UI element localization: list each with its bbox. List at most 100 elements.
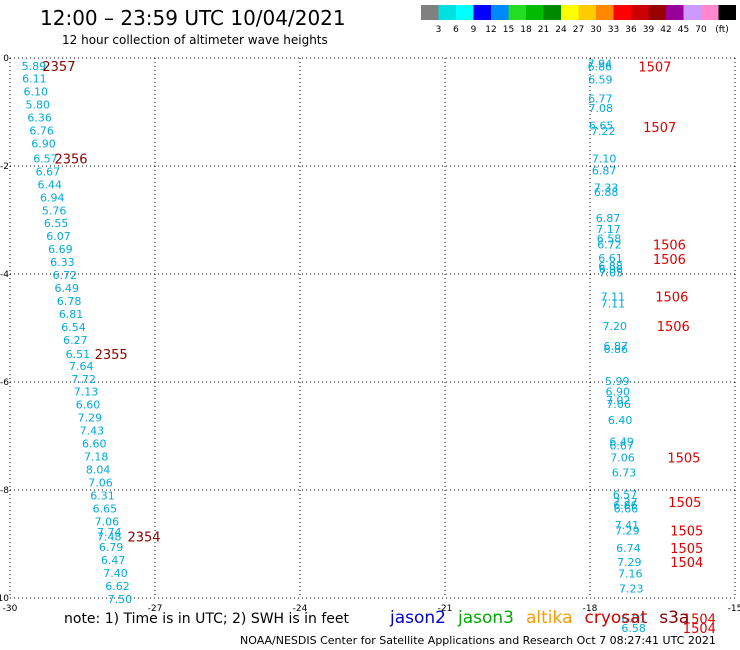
legend-item-altika: altika	[526, 608, 573, 628]
time-label: 1504	[683, 622, 716, 637]
x-tick-label: -18	[583, 604, 598, 614]
wave-height-label: 6.76	[29, 124, 54, 137]
y-tick-label: -10	[0, 594, 9, 604]
wave-height-label: 6.57	[613, 488, 638, 501]
legend-item-jason2: jason2	[390, 608, 446, 628]
scale-swatch	[578, 5, 596, 20]
wave-height-label: 6.65	[589, 120, 614, 133]
wave-height-label: 6.49	[609, 435, 634, 448]
wave-height-label: 5.89	[22, 60, 46, 73]
wave-height-label: 6.57	[33, 152, 58, 165]
wave-height-label: 6.87	[592, 164, 617, 177]
wave-height-label: 6.61	[598, 252, 623, 265]
wave-height-label: 7.02	[606, 394, 631, 407]
time-label: 2354	[127, 530, 160, 545]
wave-height-label: 7.94	[588, 57, 613, 70]
wave-height-label: 7.13	[74, 386, 99, 399]
x-tick-label: -27	[148, 604, 163, 614]
wave-height-label: 5.76	[42, 204, 67, 217]
time-label: 1506	[655, 291, 688, 306]
scale-swatch	[666, 5, 684, 20]
wave-height-label: 6.33	[50, 256, 75, 269]
scale-label: 45	[678, 25, 689, 35]
scale-swatch	[508, 5, 526, 20]
wave-height-label: 6.86	[604, 343, 629, 356]
wave-height-label: 6.58	[597, 232, 622, 245]
time-label: 1505	[668, 496, 701, 511]
wave-height-label: 6.40	[608, 414, 633, 427]
wave-height-label: 6.81	[621, 613, 646, 626]
time-label: 1507	[643, 121, 676, 136]
wave-height-label: 6.11	[22, 73, 47, 86]
x-tick-label: -24	[293, 604, 308, 614]
wave-height-label: 6.54	[61, 321, 86, 334]
legend-item-cryosat: cryosat	[584, 608, 648, 628]
scale-swatch	[526, 5, 544, 20]
y-tick-label: -2	[0, 162, 9, 172]
scale-label: 3	[436, 25, 442, 35]
scale-swatch	[491, 5, 509, 20]
time-label: 1507	[638, 61, 671, 76]
time-label: 1506	[653, 238, 686, 253]
chart-title: 12:00 – 23:59 UTC 10/04/2021	[40, 6, 346, 30]
y-tick-label: -6	[0, 378, 9, 388]
time-label: 2355	[95, 348, 128, 363]
wave-height-label: 7.50	[108, 593, 133, 606]
scale-label: 27	[573, 25, 584, 35]
wave-height-label: 6.27	[63, 334, 88, 347]
wave-height-label: 6.67	[36, 165, 61, 178]
wave-height-label: 6.60	[76, 399, 101, 412]
scale-label: 21	[538, 25, 549, 35]
wave-height-label: 7.64	[69, 360, 94, 373]
wave-height-label: 6.81	[59, 308, 84, 321]
wave-height-label: 7.10	[592, 152, 617, 165]
wave-height-label: 6.73	[612, 467, 637, 480]
scale-label: 42	[660, 25, 671, 35]
wave-height-label: 7.72	[71, 373, 96, 386]
y-tick-label: -8	[0, 486, 9, 496]
scale-label: 15	[503, 25, 514, 35]
wave-height-label: 6.86	[613, 499, 638, 512]
wave-height-label: 7.11	[601, 298, 626, 311]
wave-height-label: 6.07	[46, 230, 71, 243]
wave-height-label: 7.06	[95, 515, 120, 528]
time-label: 1505	[670, 542, 703, 557]
legend-item-jason3: jason3	[458, 608, 514, 628]
wave-height-label: 7.29	[615, 525, 640, 538]
scale-swatch	[718, 5, 736, 20]
scale-swatch	[561, 5, 579, 20]
time-label: 2357	[42, 60, 75, 75]
footer-note: note: 1) Time is in UTC; 2) SWH is in fe…	[64, 611, 350, 627]
wave-height-label: 6.36	[27, 111, 52, 124]
footer-credit: NOAA/NESDIS Center for Satellite Applica…	[240, 634, 716, 647]
x-tick-label: -21	[438, 604, 453, 614]
wave-height-label: 6.69	[48, 243, 73, 256]
wave-height-label: 7.29	[617, 556, 642, 569]
wave-height-label: 6.10	[24, 85, 49, 98]
wave-height-label: 6.55	[44, 217, 68, 230]
wave-height-label: 7.08	[589, 102, 614, 115]
wave-height-label: 6.59	[588, 74, 613, 87]
scale-label: 39	[643, 25, 655, 35]
wave-height-label: 6.74	[616, 542, 641, 555]
wave-height-label: 7.33	[594, 182, 619, 195]
wave-height-label: 7.05	[599, 266, 624, 279]
scale-swatch	[701, 5, 719, 20]
wave-height-label: 6.77	[588, 93, 613, 106]
scale-swatch	[456, 5, 474, 20]
scale-swatch	[421, 5, 439, 20]
wave-height-label: 6.49	[54, 282, 79, 295]
scale-label: 9	[471, 25, 477, 35]
wave-height-label: 6.94	[40, 191, 65, 204]
wave-height-label: 6.72	[597, 238, 622, 251]
scale-swatch	[596, 5, 614, 20]
wave-height-label: 7.48	[97, 530, 122, 543]
wave-height-label: 6.58	[621, 622, 646, 635]
wave-height-label: 7.17	[596, 223, 621, 236]
scale-unit: (ft)	[715, 25, 729, 35]
wave-height-label: 7.27	[613, 496, 638, 509]
wave-height-label: 6.79	[99, 541, 124, 554]
y-tick-label: 0	[3, 54, 9, 64]
scale-label: 6	[453, 25, 459, 35]
